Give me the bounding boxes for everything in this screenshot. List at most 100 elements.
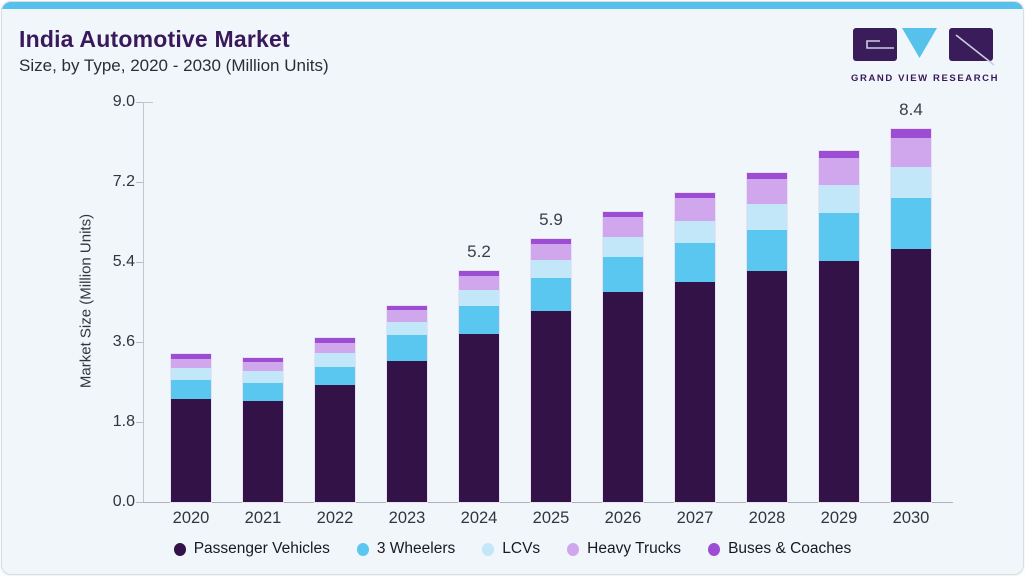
- bar-segment-2024: [459, 334, 499, 502]
- bar-2028: [747, 172, 787, 502]
- bar-segment-2026: [603, 212, 643, 217]
- bar-segment-2030: [891, 198, 931, 249]
- y-tick: [136, 182, 143, 183]
- bar-segment-2027: [675, 193, 715, 198]
- legend-marker-icon: [173, 542, 186, 556]
- x-axis-label: 2023: [388, 509, 426, 527]
- bar-segment-2028: [747, 172, 787, 179]
- legend-item-label: LCVs: [502, 540, 541, 557]
- y-tick: [136, 502, 143, 503]
- legend-item: LCVs: [482, 540, 540, 558]
- bar-segment-2024: [459, 306, 499, 335]
- bar-2021: [243, 358, 283, 502]
- y-tick-label: 5.4: [112, 253, 135, 270]
- bar-2025: [531, 238, 571, 502]
- bar-segment-2028: [747, 203, 787, 230]
- bar-segment-2022: [315, 367, 355, 386]
- bar-segment-2029: [819, 212, 859, 262]
- bar-value-label: 5.2: [467, 241, 491, 261]
- legend-marker-icon: [567, 542, 580, 556]
- legend-item: Heavy Trucks: [567, 540, 681, 558]
- bar-value-label: 5.9: [539, 209, 563, 229]
- bar-segment-2028: [747, 178, 787, 204]
- bar-segment-2026: [603, 237, 643, 258]
- bar-value-label: 8.4: [899, 99, 923, 119]
- bar-segment-2030: [891, 128, 931, 138]
- bar-segment-2021: [243, 358, 283, 363]
- bar-segment-2023: [387, 322, 427, 336]
- bar-segment-2025: [531, 243, 571, 261]
- bar-segment-2027: [675, 198, 715, 222]
- y-axis-top-cap: [143, 102, 153, 103]
- bar-segment-2029: [819, 261, 859, 502]
- y-axis-title: Market Size (Million Units): [77, 213, 95, 389]
- x-axis: [143, 502, 953, 503]
- bar-segment-2021: [243, 400, 283, 502]
- x-axis-label: 2020: [172, 509, 210, 527]
- y-tick-label: 0.0: [112, 493, 135, 510]
- bar-segment-2027: [675, 221, 715, 243]
- bar-2020: [171, 354, 211, 502]
- legend-marker-icon: [482, 542, 495, 556]
- bar-segment-2025: [531, 310, 571, 502]
- y-tick: [136, 422, 143, 423]
- bar-segment-2020: [171, 354, 211, 360]
- y-axis: [143, 102, 144, 502]
- bar-segment-2026: [603, 216, 643, 238]
- bar-segment-2030: [891, 166, 931, 198]
- x-axis-label: 2024: [460, 509, 498, 527]
- bar-segment-2029: [819, 185, 859, 213]
- bar-2023: [387, 305, 427, 502]
- bar-segment-2022: [315, 353, 355, 368]
- legend-item-label: Passenger Vehicles: [193, 540, 330, 557]
- y-tick-label: 1.8: [112, 413, 135, 430]
- legend-item: Passenger Vehicles: [173, 540, 330, 558]
- bar-segment-2020: [171, 398, 211, 502]
- bar-2029: [819, 150, 859, 502]
- bar-segment-2024: [459, 290, 499, 307]
- y-tick-label: 7.2: [112, 173, 135, 190]
- bar-segment-2023: [387, 360, 427, 502]
- gvr-logo-mark-icon: [853, 28, 995, 66]
- page-title: India Automotive Market: [19, 26, 290, 52]
- bar-segment-2022: [315, 343, 355, 354]
- bar-segment-2026: [603, 257, 643, 293]
- bar-segment-2025: [531, 277, 571, 311]
- bar-segment-2029: [819, 158, 859, 186]
- x-axis-label: 2029: [820, 509, 858, 527]
- bar-segment-2028: [747, 271, 787, 502]
- bar-segment-2025: [531, 238, 571, 244]
- bar-segment-2024: [459, 270, 499, 276]
- x-axis-label: 2028: [748, 509, 786, 527]
- legend-item-label: 3 Wheelers: [376, 540, 456, 557]
- y-tick: [136, 342, 143, 343]
- bar-segment-2023: [387, 310, 427, 323]
- bar-segment-2020: [171, 359, 211, 368]
- legend-item-label: Buses & Coaches: [728, 540, 852, 557]
- bar-2026: [603, 212, 643, 502]
- x-axis-label: 2021: [244, 509, 282, 527]
- y-tick: [136, 262, 143, 263]
- bar-segment-2027: [675, 242, 715, 283]
- bar-segment-2020: [171, 380, 211, 399]
- bar-segment-2025: [531, 260, 571, 278]
- legend-item: 3 Wheelers: [356, 540, 456, 558]
- x-axis-label: 2030: [892, 509, 930, 527]
- bar-2022: [315, 338, 355, 502]
- legend-item-label: Heavy Trucks: [587, 540, 682, 557]
- bar-segment-2021: [243, 382, 283, 401]
- bar-segment-2020: [171, 367, 211, 381]
- y-tick: [136, 102, 143, 103]
- bar-segment-2029: [819, 150, 859, 159]
- y-tick-label: 9.0: [112, 93, 135, 110]
- bar-segment-2021: [243, 371, 283, 383]
- bar-segment-2024: [459, 275, 499, 291]
- bar-segment-2022: [315, 385, 355, 502]
- y-tick-label: 3.6: [112, 333, 135, 350]
- x-axis-label: 2022: [316, 509, 354, 527]
- bar-segment-2030: [891, 137, 931, 167]
- bar-2024: [459, 270, 499, 502]
- x-axis-label: 2027: [676, 509, 714, 527]
